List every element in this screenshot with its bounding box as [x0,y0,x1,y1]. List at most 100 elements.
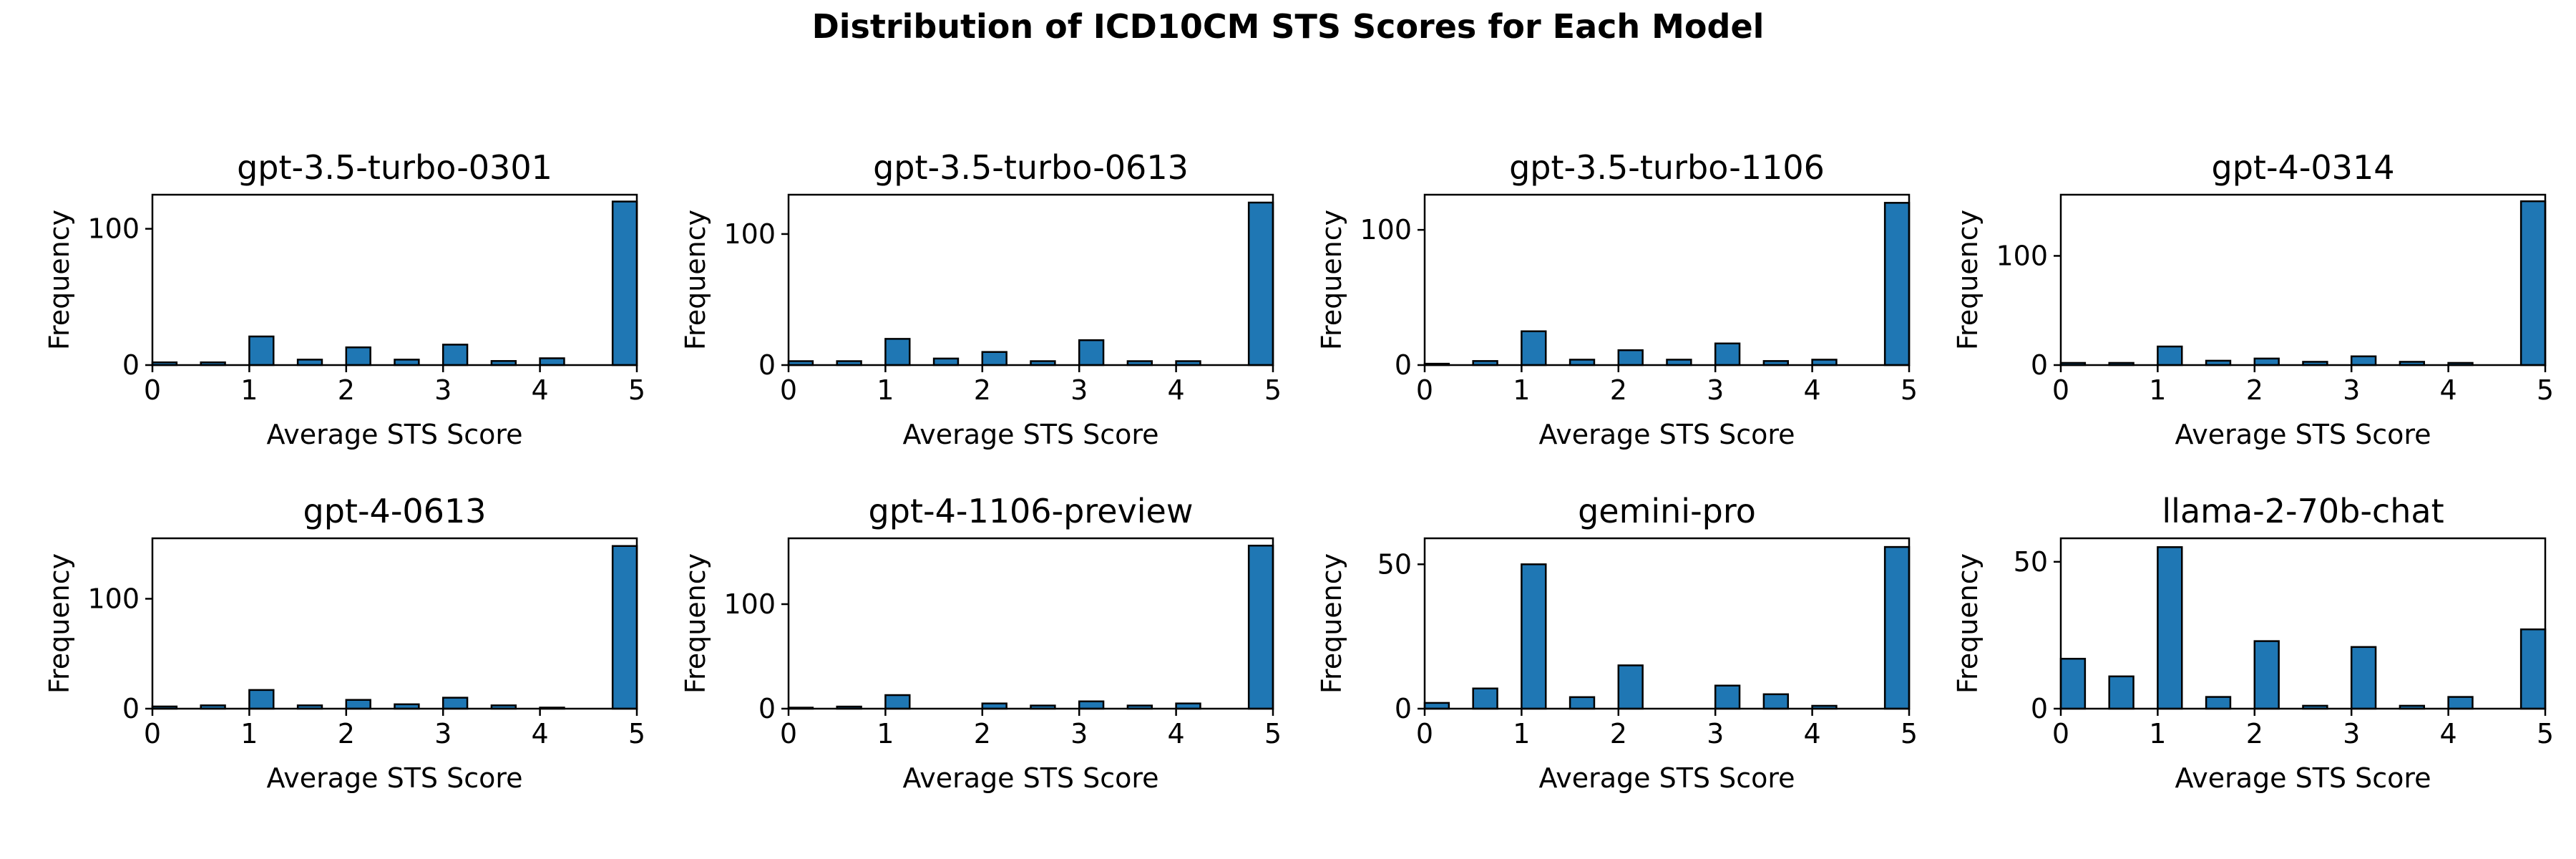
histogram-bar [1521,330,1547,367]
x-tick-label: 3 [1070,718,1088,749]
x-tick-label: 2 [974,374,991,406]
axes-frame [151,537,638,710]
y-axis-label: Frequency [1952,553,1984,694]
x-tick-label: 2 [338,374,355,406]
x-tick-label: 5 [1264,374,1282,406]
x-tick-label: 3 [2343,374,2360,406]
y-axis-label: Frequency [680,553,711,694]
x-tick-label: 4 [2440,374,2457,406]
histogram-bar [1247,201,1274,367]
x-tick-label: 5 [1264,718,1282,749]
figure-title: Distribution of ICD10CM STS Scores for E… [811,7,1765,46]
y-tick-label: 0 [1395,349,1412,381]
y-axis-label: Frequency [1316,210,1347,350]
x-tick-label: 4 [532,718,549,749]
x-tick-label: 0 [1416,718,1433,749]
y-axis-label: Frequency [1952,210,1984,350]
x-tick-label: 1 [2149,374,2166,406]
histogram-bar [1568,696,1596,710]
y-axis-label: Frequency [44,553,75,694]
x-tick-label: 2 [2246,718,2263,749]
x-tick-label: 4 [1168,374,1185,406]
histogram-bar [1521,563,1547,710]
histogram-bar [2253,640,2280,710]
histogram-bar [1714,684,1741,710]
subplot-title: gemini-pro [1578,492,1756,530]
x-axis-label: Average STS Score [902,419,1158,450]
y-tick-label: 0 [2031,349,2048,381]
x-tick-label: 4 [1804,374,1821,406]
histogram-bar [611,200,638,367]
subplot-gpt-4-1106-preview: 0 1 2 3 4 5 0 100 gpt-4-1106-preview Average STS … [680,492,1282,794]
x-tick-label: 0 [2052,718,2069,749]
x-tick-label: 1 [1513,718,1530,749]
y-tick-label: 0 [1395,693,1412,724]
subplot-title: gpt-3.5-turbo-0613 [873,148,1189,187]
histogram-bar [611,545,638,710]
histogram-bar [1617,349,1644,367]
histogram-bar [441,697,469,710]
histogram-bar [1078,700,1105,710]
histogram-bar [1883,202,1911,367]
x-tick-label: 0 [1416,374,1433,406]
x-tick-label: 1 [1513,374,1530,406]
histogram-bar [884,694,911,710]
histogram-bar [345,346,371,367]
y-tick-label: 0 [2031,693,2048,724]
x-axis-label: Average STS Score [1538,419,1795,450]
x-tick-label: 5 [2537,718,2554,749]
axes-frame [1423,193,1911,367]
histogram-bar [1762,693,1789,710]
y-tick-label: 50 [1377,548,1412,580]
x-tick-label: 2 [1610,374,1627,406]
histogram-bar [932,357,960,367]
subplot-gpt-3.5-turbo-0613: 0 1 2 3 4 5 0 100 gpt-3.5-turbo-0613 Average STS … [680,148,1282,450]
histogram-bar [1714,342,1741,367]
axes-frame [1423,537,1911,710]
x-tick-label: 5 [1901,718,1918,749]
histogram-bar [2157,345,2183,367]
y-tick-label: 100 [1360,214,1412,246]
y-tick-label: 0 [758,693,776,724]
histogram-bar [248,335,275,367]
x-tick-label: 0 [780,374,797,406]
x-tick-label: 5 [628,718,645,749]
histogram-bar [1617,664,1644,710]
histogram-bar [1883,545,1911,710]
x-axis-label: Average STS Score [266,762,522,794]
histogram-bar [345,699,371,710]
histogram-bar [2519,200,2547,367]
subplot-title: gpt-4-0613 [303,492,487,530]
histogram-bar [2350,646,2377,710]
x-tick-label: 4 [1804,718,1821,749]
x-tick-label: 5 [1901,374,1918,406]
axes-frame [2059,537,2547,710]
x-tick-label: 0 [2052,374,2069,406]
y-tick-label: 100 [723,588,776,620]
x-tick-label: 1 [240,718,258,749]
y-axis-label: Frequency [44,210,75,350]
x-axis-label: Average STS Score [2175,762,2431,794]
subplot-title: gpt-4-1106-preview [869,492,1194,530]
x-tick-label: 1 [877,374,894,406]
axes-frame [151,193,638,367]
histogram-bar [884,338,911,367]
y-tick-label: 100 [87,583,140,614]
histogram-bar [2253,357,2280,367]
x-axis-label: Average STS Score [266,419,522,450]
y-axis-label: Frequency [680,210,711,350]
histogram-bar [2059,657,2087,710]
y-tick-label: 0 [122,349,140,381]
subplot-gpt-3.5-turbo-0301: 0 1 2 3 4 5 0 100 gpt-3.5-turbo-0301 Average STS … [44,148,645,450]
x-tick-label: 3 [434,718,452,749]
x-tick-label: 4 [1168,718,1185,749]
x-tick-label: 0 [780,718,797,749]
histogram-bar [2519,628,2547,710]
subplot-gpt-4-0613: 0 1 2 3 4 5 0 100 gpt-4-0613 Average STS Score Fre… [44,492,645,794]
x-tick-label: 3 [434,374,452,406]
x-tick-label: 0 [144,374,161,406]
histogram-bar [1472,687,1498,710]
subplot-title: llama-2-70b-chat [2162,492,2444,530]
